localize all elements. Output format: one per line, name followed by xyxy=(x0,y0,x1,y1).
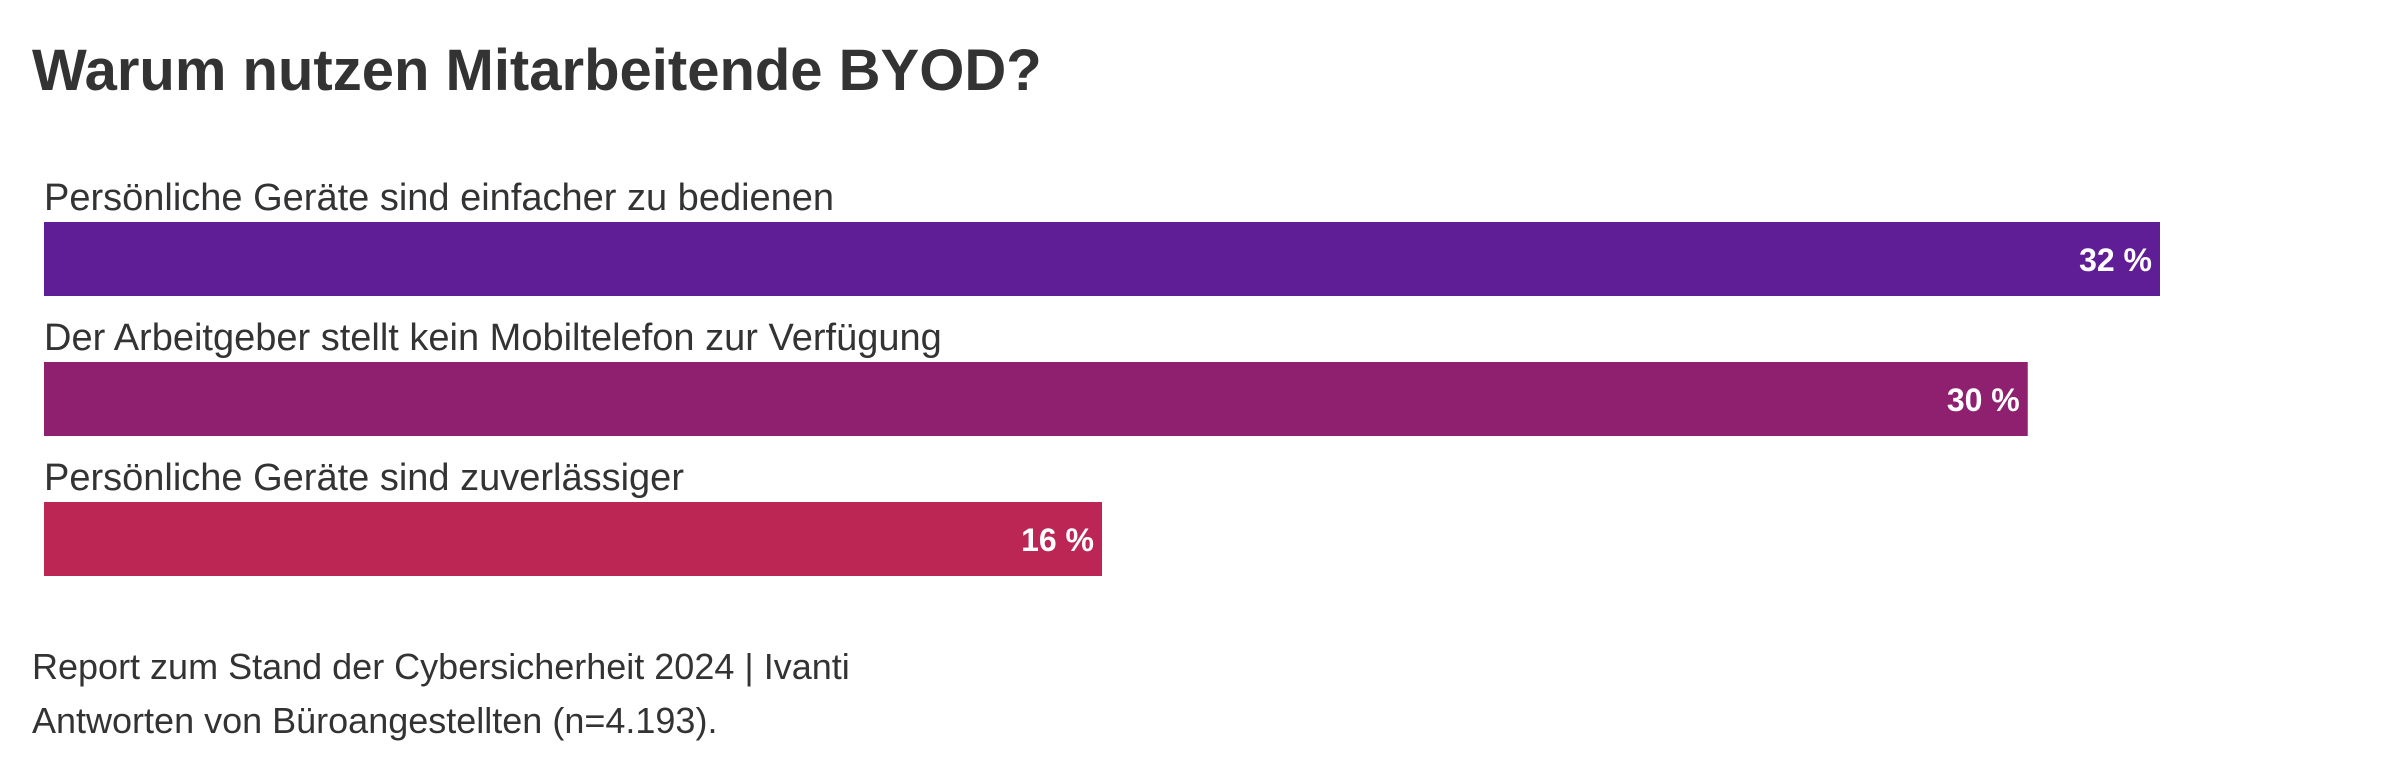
category-label: Persönliche Geräte sind zuverlässiger xyxy=(44,457,684,499)
value-label: 30 % xyxy=(1947,382,2020,418)
chart-title: Warum nutzen Mitarbeitende BYOD? xyxy=(32,38,1042,103)
category-label: Persönliche Geräte sind einfacher zu bed… xyxy=(44,177,834,219)
bar xyxy=(44,222,2160,296)
chart-notes: Report zum Stand der Cybersicherheit 202… xyxy=(32,640,850,748)
source-note: Report zum Stand der Cybersicherheit 202… xyxy=(32,646,850,687)
bar xyxy=(44,502,1102,576)
category-label: Der Arbeitgeber stellt kein Mobiltelefon… xyxy=(44,317,942,359)
value-label: 16 % xyxy=(1021,522,1094,558)
bar xyxy=(44,362,2028,436)
sample-note: Antworten von Büroangestellten (n=4.193)… xyxy=(32,700,718,741)
bar-chart: Persönliche Geräte sind einfacher zu bed… xyxy=(44,177,2160,576)
value-label: 32 % xyxy=(2079,242,2152,278)
